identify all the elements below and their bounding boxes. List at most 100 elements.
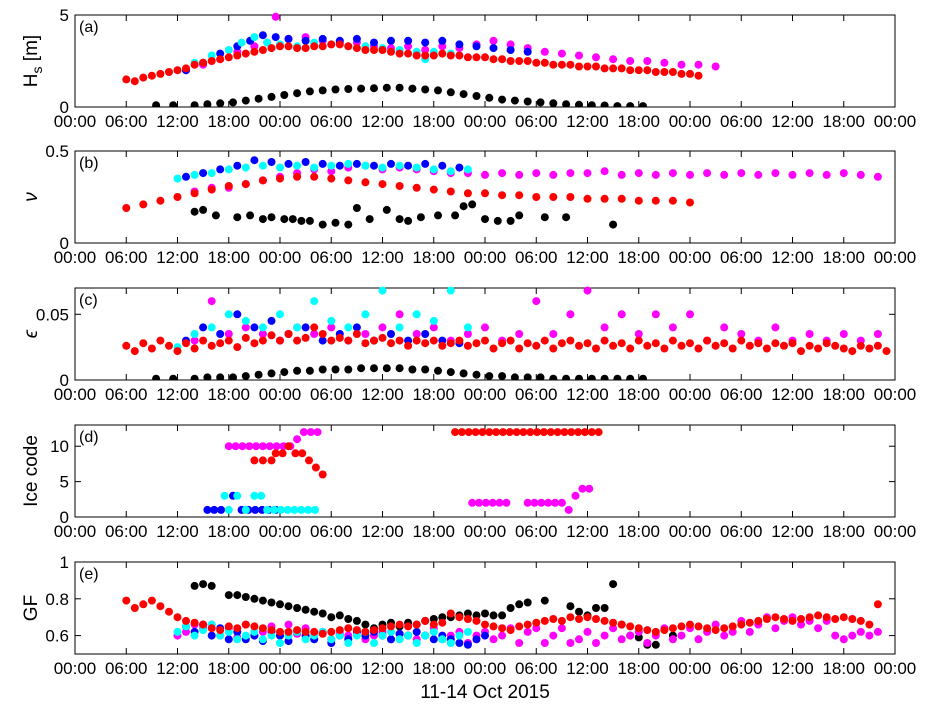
data-point — [540, 58, 549, 67]
data-point — [352, 330, 361, 338]
data-point — [216, 631, 225, 640]
data-point — [267, 456, 276, 465]
data-point — [609, 580, 618, 589]
data-point — [344, 639, 353, 647]
data-point — [506, 216, 515, 225]
data-point — [762, 344, 771, 353]
data-point — [361, 627, 370, 636]
data-point — [643, 626, 652, 635]
data-point — [139, 600, 148, 609]
data-point — [271, 33, 280, 42]
x-tick-label: 18:00 — [412, 385, 455, 404]
data-point — [592, 62, 600, 71]
data-point — [600, 167, 609, 176]
data-point — [408, 365, 417, 374]
data-point — [429, 316, 438, 325]
data-point — [216, 165, 225, 174]
data-point — [370, 364, 378, 373]
data-point — [199, 336, 208, 345]
data-point — [788, 616, 797, 625]
data-point — [429, 620, 438, 629]
data-point — [600, 323, 609, 332]
data-point — [241, 372, 250, 380]
x-tick-label: 00:00 — [669, 385, 712, 404]
data-point — [182, 622, 190, 631]
data-point — [481, 631, 489, 640]
x-tick-label: 00:00 — [669, 659, 712, 678]
data-point — [566, 639, 575, 647]
data-point — [267, 92, 276, 101]
data-point — [233, 591, 242, 600]
data-point — [856, 616, 865, 625]
x-tick-label: 06:00 — [310, 248, 353, 267]
data-point — [335, 631, 344, 640]
data-point — [438, 618, 447, 627]
data-point — [284, 42, 293, 51]
data-point — [609, 624, 618, 633]
data-point — [288, 215, 297, 224]
data-point — [634, 66, 643, 75]
data-point — [258, 336, 267, 345]
data-point — [404, 42, 413, 51]
data-point — [822, 613, 831, 622]
data-point — [241, 49, 250, 58]
data-point — [301, 333, 310, 342]
data-point — [276, 639, 284, 647]
data-point — [489, 55, 498, 64]
data-point — [276, 600, 284, 609]
data-point — [412, 330, 421, 338]
data-point — [455, 163, 464, 172]
x-tick-label: 12:00 — [566, 248, 609, 267]
data-point — [566, 602, 575, 611]
data-point — [250, 156, 259, 165]
data-point — [207, 624, 216, 633]
data-point — [267, 369, 276, 378]
data-point — [737, 336, 746, 345]
data-point — [233, 635, 242, 644]
x-tick-label: 18:00 — [412, 659, 455, 678]
data-point — [190, 336, 199, 345]
data-point — [216, 339, 225, 348]
data-point — [335, 161, 344, 170]
x-tick-label: 06:00 — [720, 659, 763, 678]
data-point — [199, 620, 208, 629]
data-point — [152, 374, 161, 380]
data-point — [805, 341, 814, 350]
x-tick-label: 06:00 — [105, 659, 148, 678]
data-point — [566, 60, 575, 69]
data-point — [318, 470, 327, 479]
data-point — [335, 40, 344, 49]
data-point — [293, 323, 302, 332]
data-point — [446, 88, 455, 97]
data-point — [313, 428, 322, 437]
x-tick-label: 12:00 — [361, 248, 404, 267]
data-point — [395, 83, 404, 92]
x-tick-label: 18:00 — [207, 659, 250, 678]
data-point — [233, 310, 242, 319]
data-point — [532, 193, 541, 201]
data-point — [293, 604, 302, 612]
data-point — [258, 31, 267, 40]
data-point — [703, 624, 712, 633]
data-point — [668, 336, 677, 345]
x-tick-label: 06:00 — [310, 385, 353, 404]
data-point — [540, 336, 549, 345]
data-point — [293, 336, 302, 345]
data-point — [378, 631, 387, 640]
data-point — [532, 169, 541, 178]
x-tick-label: 12:00 — [771, 112, 814, 131]
data-point — [472, 42, 481, 51]
data-point — [643, 639, 652, 647]
data-point — [246, 211, 255, 220]
data-point — [280, 215, 289, 224]
y-axis-label: ν — [21, 192, 42, 202]
data-point — [404, 161, 413, 170]
x-tick-label: 00:00 — [874, 112, 917, 131]
data-point — [335, 611, 344, 620]
data-point — [463, 189, 472, 198]
data-point — [271, 12, 280, 21]
x-tick-label: 12:00 — [771, 659, 814, 678]
data-point — [224, 635, 233, 644]
data-point — [592, 53, 600, 62]
data-point — [182, 339, 190, 348]
